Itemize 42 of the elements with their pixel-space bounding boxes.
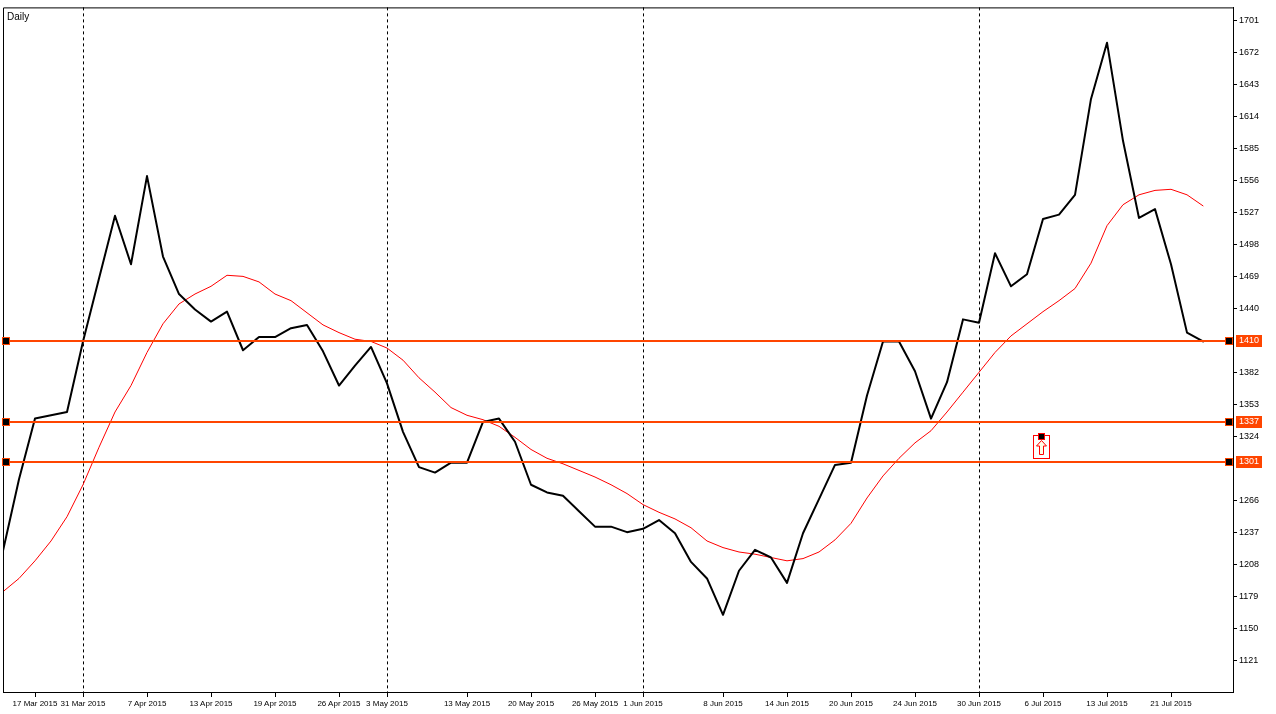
y-tick-label: 1614	[1239, 111, 1260, 122]
x-tick-label: 13 May 2015	[443, 699, 491, 708]
y-tick-label: 1469	[1239, 270, 1260, 281]
y-tick-label: 1382	[1239, 366, 1260, 377]
y-tick-label: 1527	[1239, 206, 1260, 217]
x-tick-label: 24 Jun 2015	[892, 699, 938, 708]
x-tick-label: 13 Jul 2015	[1086, 699, 1129, 708]
ref-line-label: 1410	[1239, 335, 1260, 346]
y-tick-label: 1353	[1239, 398, 1260, 409]
x-tick-label: 20 May 2015	[507, 699, 555, 708]
x-tick-label: 31 Mar 2015	[60, 699, 107, 708]
y-tick-label: 1643	[1239, 79, 1260, 90]
x-tick-label: 26 Apr 2015	[317, 699, 362, 708]
chart-title: Daily	[7, 11, 30, 23]
x-tick-label: 14 Jun 2015	[764, 699, 810, 708]
x-tick-label: 30 Jun 2015	[956, 699, 1002, 708]
ref-line-label: 1337	[1239, 416, 1260, 427]
y-tick-label: 1585	[1239, 142, 1260, 153]
x-tick-label: 7 Apr 2015	[127, 699, 167, 708]
x-tick-label: 19 Apr 2015	[253, 699, 298, 708]
y-tick-label: 1701	[1239, 15, 1260, 26]
x-tick-label: 26 May 2015	[571, 699, 619, 708]
y-tick-label: 1556	[1239, 174, 1260, 185]
x-tick-label: 20 Jun 2015	[828, 699, 874, 708]
y-tick-label: 1498	[1239, 238, 1260, 249]
x-tick-label: 6 Jul 2015	[1024, 699, 1063, 708]
x-tick-label: 3 May 2015	[366, 699, 409, 708]
y-tick-label: 1672	[1239, 47, 1260, 58]
y-tick-label: 1237	[1239, 526, 1260, 537]
y-tick-label: 1208	[1239, 558, 1260, 569]
y-tick-label: 1121	[1239, 654, 1259, 665]
y-tick-label: 1324	[1239, 430, 1260, 441]
y-tick-label: 1150	[1239, 622, 1259, 633]
ref-line-label: 1301	[1239, 456, 1260, 467]
x-tick-label: 17 Mar 2015	[12, 699, 59, 708]
x-tick-label: 21 Jul 2015	[1150, 699, 1193, 708]
y-tick-label: 1266	[1239, 494, 1260, 505]
x-tick-label: 8 Jun 2015	[703, 699, 744, 708]
x-tick-label: 13 Apr 2015	[189, 699, 234, 708]
x-tick-label: 1 Jun 2015	[623, 699, 664, 708]
y-tick-label: 1179	[1239, 590, 1259, 601]
y-tick-label: 1440	[1239, 302, 1260, 313]
